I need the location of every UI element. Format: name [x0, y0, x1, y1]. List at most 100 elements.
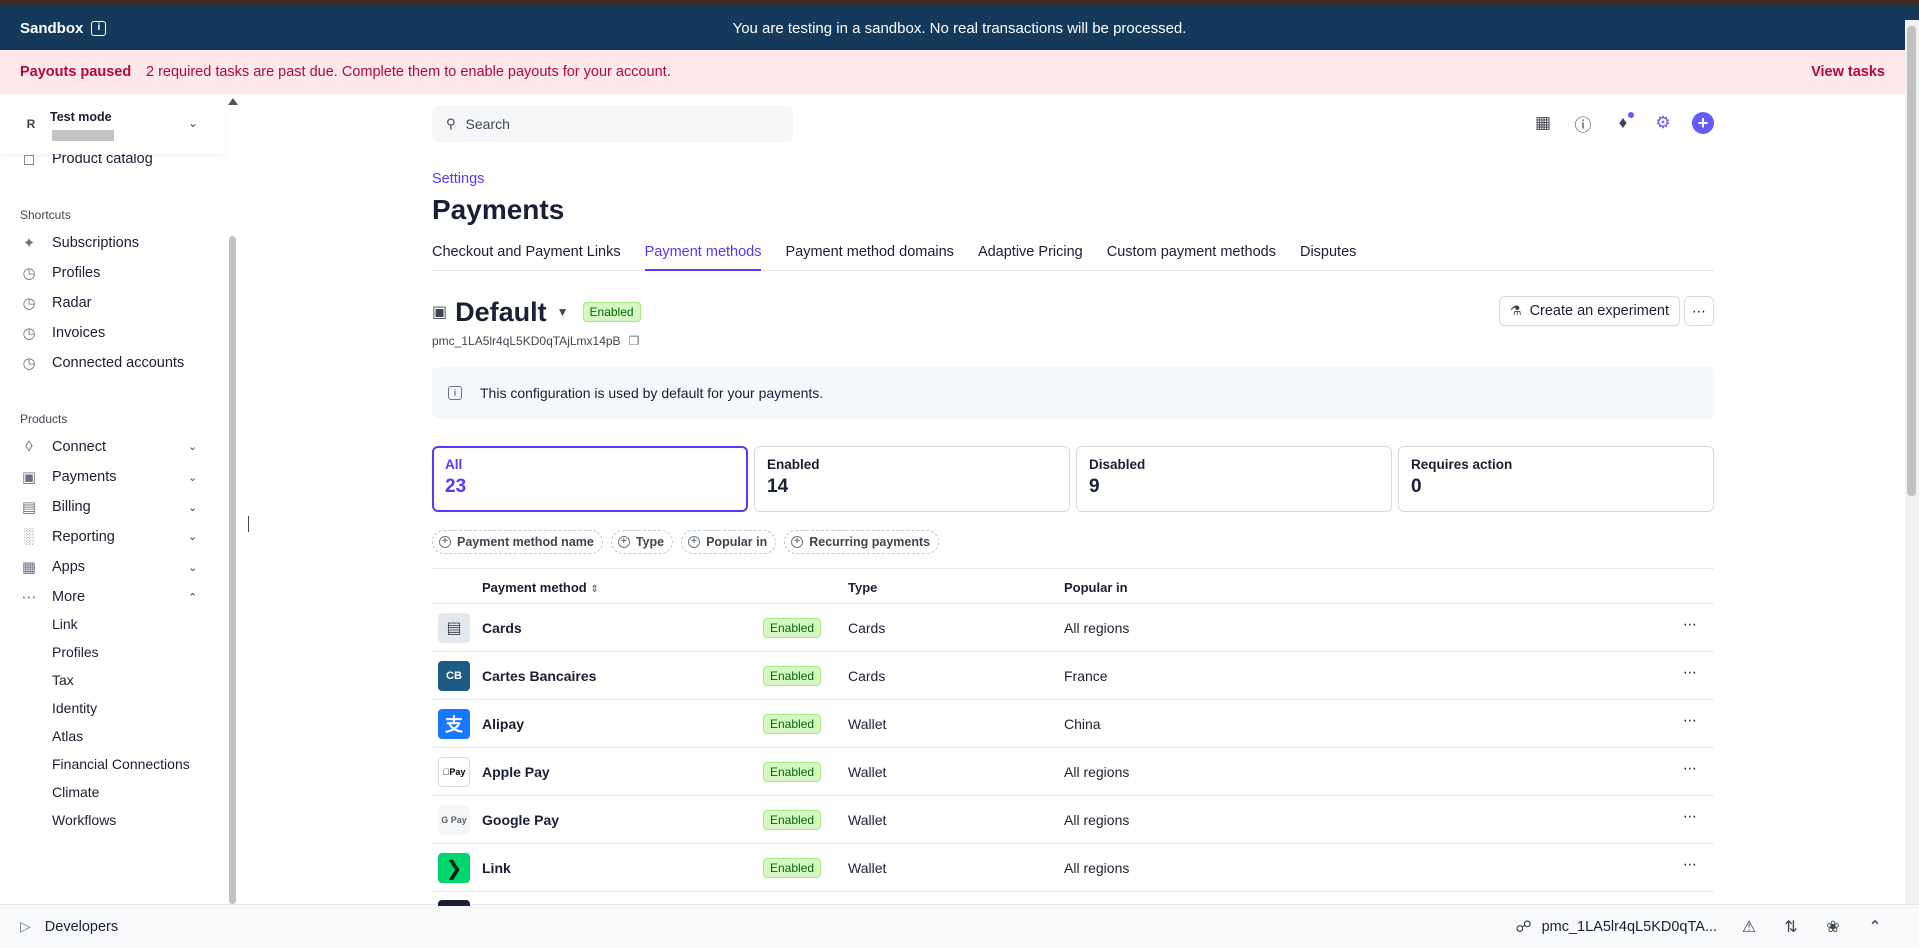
chevron-down-icon: ⌄ [188, 116, 199, 130]
payment-method-name: Cards [482, 620, 522, 636]
help-icon[interactable]: ⓘ [1574, 115, 1592, 135]
scroll-up-arrow[interactable] [228, 98, 238, 105]
sort-icon: ⇕ [590, 584, 599, 595]
payment-method-name: Google Pay [482, 812, 560, 828]
sidebar-item-more[interactable]: ⋯ More ⌃ [20, 588, 198, 606]
config-id-chip[interactable]: ☍ pmc_1LA5lr4qL5KD0qTA... [1514, 917, 1717, 937]
apps-grid-icon[interactable]: ▦ [1534, 113, 1552, 132]
config-id: pmc_1LA5lr4qL5KD0qTAjLmx14pB [432, 334, 621, 348]
config-more-button[interactable]: ⋯ [1684, 296, 1714, 326]
table-row[interactable]: 支 Alipay Enabled Wallet China ⋯ [432, 700, 1714, 748]
sidebar-item-invoices[interactable]: ◷ Invoices [20, 324, 105, 342]
status-badge: Enabled [763, 762, 822, 782]
webhook-icon[interactable]: ❀ [1826, 918, 1840, 936]
filter-card-disabled[interactable]: Disabled 9 [1076, 446, 1392, 512]
redacted-account-name [52, 130, 114, 141]
row-actions-ellipsis-icon[interactable]: ⋯ [1683, 856, 1697, 872]
collapse-up-icon[interactable]: ⌃ [1868, 918, 1882, 936]
gear-icon[interactable]: ⚙ [1655, 113, 1671, 132]
config-id-row: pmc_1LA5lr4qL5KD0qTAjLmx14pB ❐ [432, 334, 639, 348]
table-row[interactable]: ❯ Link Enabled Wallet All regions ⋯ [432, 844, 1714, 892]
more-item-climate[interactable]: Climate [52, 784, 100, 800]
tab-payment-method-domains[interactable]: Payment method domains [785, 244, 954, 260]
chip-recurring-payments[interactable]: + Recurring payments [784, 530, 940, 554]
sidebar-item-billing[interactable]: ▤ Billing ⌄ [20, 498, 197, 516]
more-item-identity[interactable]: Identity [52, 700, 98, 716]
clock-icon: ◷ [22, 295, 36, 312]
filter-card-enabled[interactable]: Enabled 14 [754, 446, 1070, 512]
sidebar-item-label: Billing [52, 499, 91, 515]
filter-card-all[interactable]: All 23 [432, 446, 748, 512]
create-experiment-label: Create an experiment [1529, 303, 1669, 319]
chip-popular-in[interactable]: + Popular in [681, 530, 777, 554]
sort-arrows-icon[interactable]: ⇅ [1784, 918, 1798, 936]
row-actions-ellipsis-icon[interactable]: ⋯ [1683, 808, 1697, 824]
row-actions-ellipsis-icon[interactable]: ⋯ [1683, 616, 1697, 632]
payment-method-name: Cartes Bancaires [482, 668, 597, 684]
bar-chart-icon: ░ [23, 528, 35, 545]
tab-disputes[interactable]: Disputes [1299, 244, 1357, 260]
config-header: ▣ Default ▼ Enabled ⚗ Create an experime… [432, 294, 1714, 330]
row-actions-ellipsis-icon[interactable]: ⋯ [1683, 712, 1697, 728]
notification-dot [1628, 112, 1634, 118]
copy-icon[interactable]: ❐ [628, 334, 640, 348]
more-item-link[interactable]: Link [52, 616, 78, 632]
breadcrumb-settings[interactable]: Settings [432, 171, 485, 187]
clock-icon: ◷ [22, 355, 36, 372]
more-item-financial-connections[interactable]: Financial Connections [52, 756, 190, 772]
footer-config-id: pmc_1LA5lr4qL5KD0qTA... [1541, 918, 1717, 935]
warning-icon[interactable]: ⚠ [1741, 918, 1757, 936]
tab-checkout-and-payment-links[interactable]: Checkout and Payment Links [432, 244, 621, 260]
footer-tools: ☍ pmc_1LA5lr4qL5KD0qTA... ⚠ ⇅ ❀ ⌃ [1514, 917, 1885, 937]
config-notice: i This configuration is used by default … [432, 367, 1714, 419]
search-bar[interactable]: ⚲ [432, 106, 793, 142]
page-scrollbar[interactable] [1907, 26, 1916, 496]
sandbox-message: You are testing in a sandbox. No real tr… [732, 19, 1187, 37]
tab-custom-payment-methods[interactable]: Custom payment methods [1106, 244, 1276, 260]
sidebar-item-subscriptions[interactable]: ✦ Subscriptions [20, 234, 139, 252]
more-item-workflows[interactable]: Workflows [52, 812, 117, 828]
table-row[interactable]: ▤ Cards Enabled Cards All regions ⋯ [432, 604, 1714, 652]
sidebar-item-radar[interactable]: ◷ Radar [20, 294, 91, 312]
row-actions-ellipsis-icon[interactable]: ⋯ [1683, 760, 1697, 776]
account-switcher[interactable]: R Test mode ⌄ [0, 94, 225, 154]
filter-count: 23 [445, 476, 467, 497]
payment-method-name: Apple Pay [482, 764, 550, 780]
chip-type[interactable]: + Type [610, 530, 674, 554]
sidebar-item-connected-accounts[interactable]: ◷ Connected accounts [20, 354, 184, 372]
sidebar-item-connect[interactable]: ◊ Connect ⌄ [20, 438, 197, 455]
table-row[interactable]: G Pay Google Pay Enabled Wallet All regi… [432, 796, 1714, 844]
payment-method-type: Wallet [848, 764, 887, 780]
bell-icon[interactable]: ♦ [1612, 112, 1634, 134]
developers-button[interactable]: ▷ Developers [20, 918, 118, 935]
sidebar-item-profiles[interactable]: ◷ Profiles [20, 264, 100, 282]
row-actions-ellipsis-icon[interactable]: ⋯ [1683, 664, 1697, 680]
more-item-tax[interactable]: Tax [52, 672, 74, 688]
tab-payment-methods[interactable]: Payment methods [644, 244, 762, 271]
info-icon[interactable]: i [91, 20, 107, 36]
payment-method-name: Alipay [482, 716, 525, 732]
filter-card-requires-action[interactable]: Requires action 0 [1398, 446, 1714, 512]
sidebar-item-reporting[interactable]: ░ Reporting ⌄ [20, 528, 198, 545]
more-item-profiles[interactable]: Profiles [52, 644, 99, 660]
table-row[interactable]: Pay Apple Pay Enabled Wallet All region… [432, 748, 1714, 796]
sidebar-item-apps[interactable]: ▦ Apps ⌄ [20, 558, 197, 576]
search-input[interactable] [465, 116, 766, 132]
ellipsis-icon: ⋯ [21, 589, 37, 606]
create-plus-icon[interactable]: + [1692, 112, 1714, 134]
clock-icon: ◷ [22, 325, 36, 342]
chip-label: Payment method name [457, 535, 594, 549]
sidebar-item-product-catalog[interactable]: ◻ Product catalog [20, 150, 153, 168]
column-header-payment-method[interactable]: Payment method ⇕ [482, 580, 599, 595]
view-tasks-link[interactable]: View tasks [1811, 64, 1885, 80]
tab-adaptive-pricing[interactable]: Adaptive Pricing [977, 244, 1083, 260]
table-row-partial [432, 892, 1714, 906]
table-row[interactable]: CB Cartes Bancaires Enabled Cards France… [432, 652, 1714, 700]
chip-payment-method-name[interactable]: + Payment method name [432, 530, 603, 554]
sidebar-scrollbar[interactable] [229, 236, 236, 904]
popular-in: All regions [1064, 812, 1130, 828]
config-dropdown-chevron-icon[interactable]: ▼ [556, 305, 569, 319]
more-item-atlas[interactable]: Atlas [52, 728, 84, 744]
sidebar-item-payments[interactable]: ▣ Payments ⌄ [20, 468, 197, 486]
create-experiment-button[interactable]: ⚗ Create an experiment [1498, 296, 1680, 326]
